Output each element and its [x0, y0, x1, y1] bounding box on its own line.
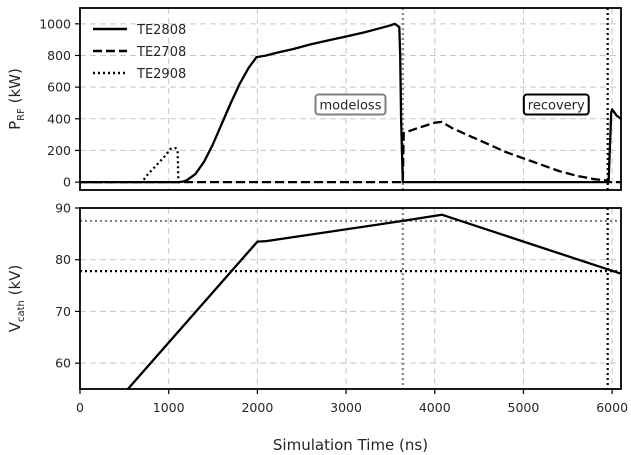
bottom-reference-lines: [80, 208, 621, 389]
legend-label: TE2708: [136, 45, 186, 60]
y-tick-label: 400: [47, 111, 71, 126]
x-tick-label: 1000: [153, 400, 185, 415]
bottom-y-ticks: 60 70 80 90: [55, 201, 80, 371]
bottom-grid: [79, 207, 621, 389]
annotation-box: [522, 93, 590, 116]
series-line-te2808: [127, 213, 621, 389]
top-axes-frame: [79, 7, 622, 191]
annotation-recovery: recovery: [522, 93, 590, 116]
x-tick-label: 5000: [508, 400, 540, 415]
annotation-label: modeloss: [320, 99, 382, 114]
y-tick-label: 800: [47, 48, 71, 63]
annotation-box: [314, 93, 387, 116]
bottom-y-axis-label: Vcath (kV): [6, 265, 27, 333]
annotations: modeloss recovery: [314, 93, 590, 116]
y-tick-label: 70: [55, 304, 71, 319]
series-line-te2908: [80, 146, 182, 184]
x-tick-label: 4000: [419, 400, 451, 415]
y-tick-label: 0: [63, 175, 71, 190]
top-y-axis-label: PRF (kW): [6, 68, 27, 130]
bottom-axes-frame: [79, 207, 622, 390]
y-tick-label: 200: [47, 143, 71, 158]
annotation-label: recovery: [528, 99, 585, 114]
top-series: [80, 22, 621, 184]
y-tick-label: 80: [55, 252, 71, 267]
legend-label: TE2808: [136, 23, 186, 38]
bottom-series: [127, 213, 621, 389]
x-tick-label: 2000: [241, 400, 273, 415]
x-tick-label: 0: [76, 400, 84, 415]
x-tick-label: 3000: [330, 400, 362, 415]
y-tick-label: 600: [47, 80, 71, 95]
series-line-te2708: [80, 120, 621, 184]
legend: TE2808 TE2708 TE2908: [93, 23, 186, 82]
y-tick-label: 90: [55, 201, 71, 216]
x-tick-label: 6000: [596, 400, 628, 415]
y-tick-label: 60: [55, 356, 71, 371]
x-ticks: 0 1000 2000 3000 4000 5000 6000: [76, 389, 628, 415]
top-y-ticks: 0 200 400 600 800 1000: [39, 16, 80, 190]
legend-label: TE2908: [136, 67, 186, 82]
annotation-modeloss: modeloss: [314, 93, 387, 116]
y-tick-label: 1000: [39, 16, 71, 31]
x-axis-label: Simulation Time (ns): [273, 436, 428, 454]
bottom-panel: 60 70 80 90 0 1000 2000 3000 4000 5000 6000 Vcath…: [6, 201, 628, 455]
